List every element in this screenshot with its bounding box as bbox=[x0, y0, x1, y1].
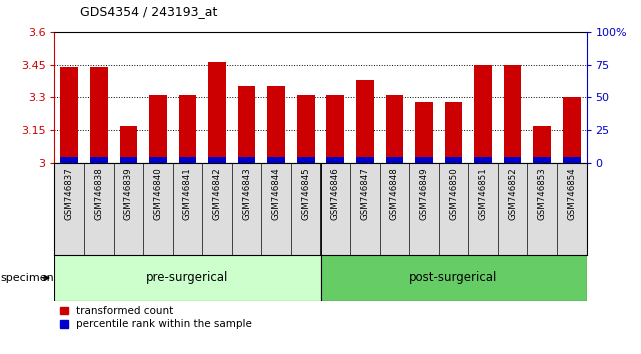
Text: GSM746853: GSM746853 bbox=[538, 167, 547, 220]
Text: GDS4354 / 243193_at: GDS4354 / 243193_at bbox=[80, 5, 217, 18]
Bar bbox=[267, 86, 285, 163]
Bar bbox=[445, 102, 462, 163]
Text: GSM746842: GSM746842 bbox=[213, 167, 222, 220]
Bar bbox=[179, 95, 196, 163]
Bar bbox=[60, 67, 78, 163]
Text: specimen: specimen bbox=[0, 273, 54, 283]
Text: GSM746854: GSM746854 bbox=[567, 167, 576, 220]
Bar bbox=[238, 86, 256, 163]
Bar bbox=[445, 158, 462, 163]
Bar bbox=[238, 158, 256, 163]
Text: GSM746838: GSM746838 bbox=[94, 167, 103, 220]
Text: GSM746843: GSM746843 bbox=[242, 167, 251, 220]
Text: GSM746846: GSM746846 bbox=[331, 167, 340, 220]
Bar bbox=[533, 126, 551, 163]
Bar bbox=[297, 158, 315, 163]
Bar bbox=[90, 158, 108, 163]
Bar bbox=[504, 158, 522, 163]
Bar bbox=[267, 158, 285, 163]
Text: GSM746839: GSM746839 bbox=[124, 167, 133, 220]
Text: post-surgerical: post-surgerical bbox=[410, 272, 497, 284]
Bar bbox=[356, 158, 374, 163]
Text: GSM746840: GSM746840 bbox=[153, 167, 162, 220]
Bar bbox=[474, 158, 492, 163]
Bar bbox=[326, 158, 344, 163]
Bar bbox=[533, 158, 551, 163]
Text: GSM746845: GSM746845 bbox=[301, 167, 310, 220]
Bar bbox=[474, 65, 492, 163]
Bar bbox=[415, 158, 433, 163]
Text: pre-surgerical: pre-surgerical bbox=[146, 272, 229, 284]
Legend: transformed count, percentile rank within the sample: transformed count, percentile rank withi… bbox=[60, 306, 253, 329]
Bar bbox=[563, 158, 581, 163]
Bar bbox=[504, 65, 522, 163]
Bar bbox=[179, 158, 196, 163]
Text: GSM746848: GSM746848 bbox=[390, 167, 399, 220]
Bar bbox=[90, 67, 108, 163]
Text: GSM746851: GSM746851 bbox=[479, 167, 488, 220]
Text: GSM746837: GSM746837 bbox=[65, 167, 74, 220]
Text: GSM746841: GSM746841 bbox=[183, 167, 192, 220]
Bar bbox=[385, 158, 403, 163]
Bar bbox=[60, 158, 78, 163]
Text: GSM746850: GSM746850 bbox=[449, 167, 458, 220]
Text: GSM746847: GSM746847 bbox=[360, 167, 369, 220]
Text: GSM746849: GSM746849 bbox=[419, 167, 428, 220]
Bar bbox=[326, 95, 344, 163]
Bar bbox=[208, 62, 226, 163]
FancyBboxPatch shape bbox=[320, 255, 587, 301]
FancyBboxPatch shape bbox=[54, 255, 320, 301]
Bar bbox=[119, 158, 137, 163]
Bar bbox=[149, 158, 167, 163]
Bar bbox=[415, 102, 433, 163]
Text: GSM746844: GSM746844 bbox=[272, 167, 281, 220]
Bar bbox=[208, 158, 226, 163]
Bar bbox=[119, 126, 137, 163]
Bar bbox=[297, 95, 315, 163]
Text: GSM746852: GSM746852 bbox=[508, 167, 517, 220]
Bar bbox=[563, 97, 581, 163]
Bar bbox=[149, 95, 167, 163]
Bar bbox=[356, 80, 374, 163]
Bar bbox=[385, 95, 403, 163]
